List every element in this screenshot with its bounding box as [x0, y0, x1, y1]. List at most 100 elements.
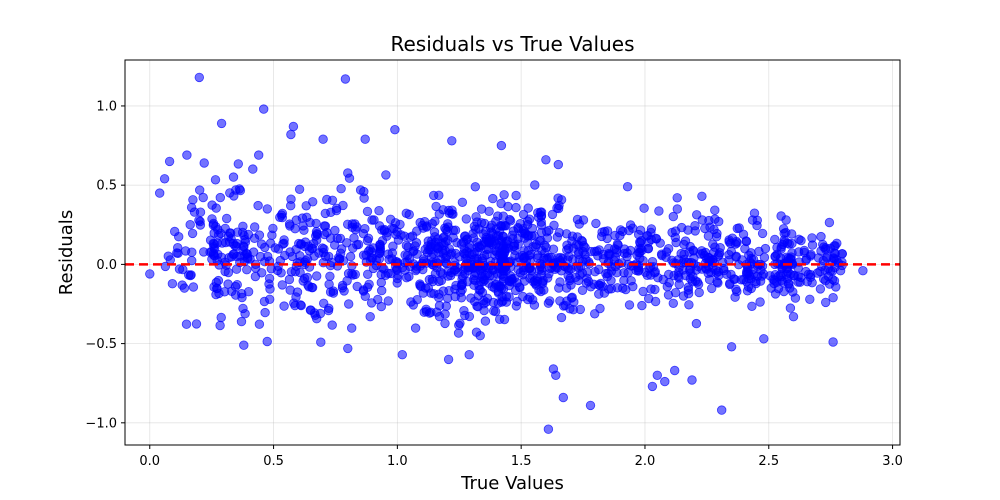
data-point [320, 208, 331, 219]
data-point [697, 191, 707, 202]
data-point [347, 222, 357, 233]
data-point [619, 268, 629, 278]
data-point [194, 72, 205, 83]
data-point [464, 350, 474, 360]
data-point [744, 271, 755, 281]
data-point [548, 244, 559, 254]
data-point [360, 134, 370, 144]
data-point [805, 294, 815, 305]
data-point [480, 316, 491, 326]
data-point [375, 244, 386, 254]
data-point [676, 248, 686, 259]
data-point [710, 205, 720, 215]
data-point [475, 331, 485, 341]
data-point [191, 319, 202, 329]
data-point [249, 222, 260, 232]
data-point [537, 265, 547, 276]
data-point [523, 238, 533, 248]
x-tick-label: 1.0 [387, 454, 408, 469]
data-point [294, 238, 304, 249]
data-point [284, 274, 295, 285]
data-point [393, 235, 404, 245]
data-point [286, 200, 296, 211]
data-point [242, 265, 252, 275]
data-point [248, 164, 258, 174]
data-point [507, 230, 518, 240]
data-point [518, 224, 528, 234]
data-point [286, 129, 296, 140]
data-point [751, 278, 761, 289]
data-point [755, 297, 765, 307]
data-point [646, 227, 656, 238]
data-point [182, 150, 192, 160]
data-point [549, 220, 559, 231]
data-point [511, 190, 521, 201]
data-point [672, 193, 682, 203]
data-point [443, 354, 454, 365]
data-point [521, 255, 532, 266]
data-point [181, 319, 192, 329]
data-point [447, 205, 457, 215]
data-point [525, 273, 535, 283]
data-point [688, 245, 698, 256]
data-point [805, 251, 816, 261]
data-point [730, 292, 740, 302]
data-point [277, 280, 288, 290]
data-point [279, 301, 289, 311]
data-point [488, 193, 498, 204]
data-point [275, 212, 285, 223]
data-point [199, 158, 209, 168]
data-point [154, 188, 165, 198]
data-point [215, 192, 226, 203]
data-point [672, 204, 683, 214]
data-point [286, 267, 297, 277]
data-point [325, 287, 336, 297]
data-point [652, 370, 663, 381]
y-tick-label: −0.5 [85, 337, 117, 352]
data-points [145, 72, 868, 434]
data-point [352, 240, 362, 250]
data-point [707, 283, 717, 294]
data-point [318, 134, 328, 144]
data-point [704, 274, 715, 285]
data-point [788, 312, 799, 322]
data-point [612, 283, 623, 293]
data-point [443, 219, 453, 229]
data-point [663, 243, 674, 254]
data-point [670, 365, 680, 376]
data-point [770, 234, 780, 245]
data-point [224, 237, 235, 247]
data-point [327, 195, 338, 206]
data-point [288, 121, 299, 132]
data-point [330, 240, 340, 250]
x-tick-label: 0.5 [263, 454, 284, 469]
data-point [622, 248, 632, 258]
data-point [493, 211, 503, 221]
data-point [830, 248, 840, 259]
data-point [668, 211, 679, 222]
data-point [397, 350, 408, 360]
data-point [239, 230, 249, 241]
data-point [415, 279, 425, 289]
data-point [164, 156, 175, 167]
data-point [216, 118, 227, 129]
data-point [541, 155, 551, 165]
data-point [167, 279, 178, 289]
x-tick-label: 2.0 [635, 454, 656, 469]
data-point [731, 284, 741, 295]
data-point [634, 265, 644, 275]
data-point [294, 184, 305, 195]
data-point [503, 201, 513, 212]
x-axis-ticks: 0.0 0.5 1.0 1.5 2.0 2.5 3.0 [139, 445, 903, 469]
data-point [219, 287, 230, 297]
data-point [827, 274, 838, 285]
data-point [515, 267, 526, 278]
data-point [342, 238, 352, 248]
data-point [690, 220, 700, 231]
data-point [708, 239, 718, 249]
data-point [365, 312, 375, 322]
data-point [726, 342, 737, 352]
data-point [390, 124, 400, 135]
data-point [523, 294, 533, 305]
x-tick-label: 0.0 [139, 454, 160, 469]
